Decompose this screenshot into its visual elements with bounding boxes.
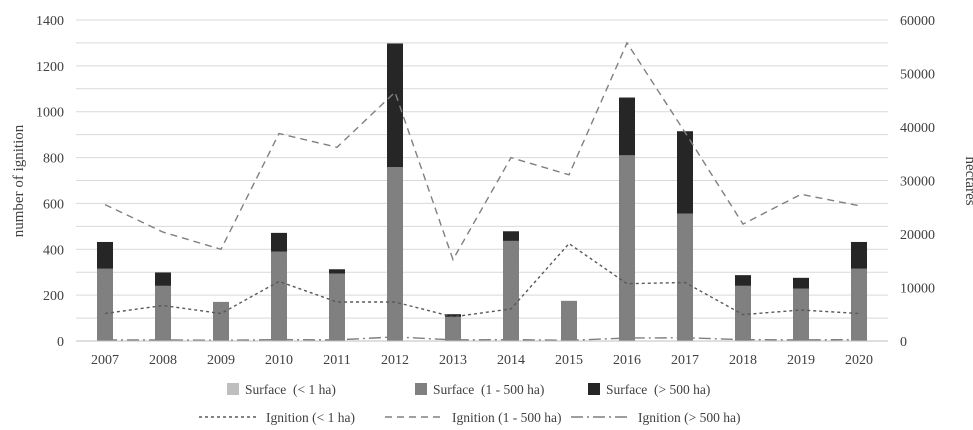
bar-segment-surface-medium <box>155 285 171 341</box>
x-tick-label: 2009 <box>207 353 235 368</box>
bar-segment-surface-medium <box>851 268 867 341</box>
left-tick-label: 1000 <box>36 106 64 121</box>
left-axis-ticks: 0 200 400 600 800 1000 1200 1400 <box>36 14 64 350</box>
legend-label-surface-medium: Surface (1 - 500 ha) <box>433 382 544 397</box>
bar-segment-surface-large <box>503 231 519 241</box>
x-tick-label: 2011 <box>323 353 350 368</box>
left-tick-label: 800 <box>43 152 64 167</box>
bar-segment-surface-large <box>329 269 345 274</box>
bar-segment-surface-large <box>735 275 751 286</box>
legend-swatch-surface-large <box>588 383 600 395</box>
bar-segment-surface-medium <box>735 285 751 341</box>
bar-segment-surface-medium <box>619 155 635 341</box>
right-tick-label: 60000 <box>900 14 935 29</box>
bar-segment-surface-large <box>793 277 809 289</box>
legend-label-ignition-small: Ignition (< 1 ha) <box>266 410 355 425</box>
left-tick-label: 1400 <box>36 14 64 29</box>
right-tick-label: 50000 <box>900 68 935 83</box>
x-tick-label: 2016 <box>613 353 641 368</box>
legend-label-ignition-large: Ignition (> 500 ha) <box>638 410 740 425</box>
bar-segment-surface-medium <box>445 316 461 341</box>
x-tick-label: 2014 <box>497 353 525 368</box>
x-tick-label: 2020 <box>845 353 873 368</box>
series-line-ignition-small <box>104 242 860 318</box>
bar-segment-surface-medium <box>793 288 809 341</box>
x-tick-label: 2019 <box>787 353 815 368</box>
right-tick-label: 10000 <box>900 282 935 297</box>
left-tick-label: 0 <box>57 335 64 350</box>
x-tick-label: 2010 <box>265 353 293 368</box>
x-tick-label: 2008 <box>149 353 177 368</box>
bar-segment-surface-medium <box>97 268 113 341</box>
x-axis-ticks: 2007 2008 2009 2010 2011 2012 2013 2014 2015 2016… <box>91 353 873 368</box>
bar-segment-surface-medium <box>677 213 693 341</box>
x-tick-label: 2013 <box>439 353 467 368</box>
bar-segment-surface-medium <box>503 240 519 341</box>
legend: Surface (< 1 ha) Surface (1 - 500 ha) Su… <box>199 382 740 425</box>
lines <box>104 41 860 342</box>
right-tick-label: 0 <box>900 335 907 350</box>
bar-segment-surface-large <box>271 232 287 252</box>
bar-segment-surface-large <box>155 272 171 286</box>
x-tick-label: 2007 <box>91 353 119 368</box>
bar-segment-surface-medium <box>387 167 403 341</box>
x-tick-label: 2017 <box>671 353 699 368</box>
bar-segment-surface-medium <box>329 273 345 341</box>
left-axis-title: number of ignition <box>11 124 27 237</box>
legend-label-ignition-medium: Ignition (1 - 500 ha) <box>452 410 561 425</box>
legend-swatch-surface-small <box>227 383 239 395</box>
bar-segment-surface-medium <box>213 301 229 341</box>
x-tick-label: 2018 <box>729 353 757 368</box>
left-tick-label: 600 <box>43 197 64 212</box>
right-tick-label: 40000 <box>900 121 935 136</box>
grid-lines <box>76 19 888 319</box>
bar-segment-surface-large <box>97 241 113 269</box>
legend-label-surface-large: Surface (> 500 ha) <box>606 382 710 397</box>
x-tick-label: 2012 <box>381 353 409 368</box>
left-tick-label: 200 <box>43 289 64 304</box>
bar-segment-surface-large <box>445 314 461 317</box>
right-tick-label: 20000 <box>900 228 935 243</box>
left-tick-label: 1200 <box>36 60 64 75</box>
legend-label-surface-small: Surface (< 1 ha) <box>245 382 336 397</box>
right-tick-label: 30000 <box>900 175 935 190</box>
left-tick-label: 400 <box>43 243 64 258</box>
bar-segment-surface-medium <box>561 300 577 341</box>
x-tick-label: 2015 <box>555 353 583 368</box>
bar-segment-surface-large <box>677 131 693 214</box>
series-line-ignition-large <box>105 336 860 342</box>
bar-segment-surface-medium <box>271 251 287 341</box>
legend-swatch-surface-medium <box>415 383 427 395</box>
right-axis-title: hectares <box>962 156 973 205</box>
bar-segment-surface-large <box>851 241 867 269</box>
bar-segment-surface-large <box>387 43 403 168</box>
right-axis-ticks: 0 10000 20000 30000 40000 50000 60000 <box>900 14 935 350</box>
bars <box>97 43 867 341</box>
series-line-ignition-medium <box>104 41 860 262</box>
bar-segment-surface-large <box>619 97 635 156</box>
